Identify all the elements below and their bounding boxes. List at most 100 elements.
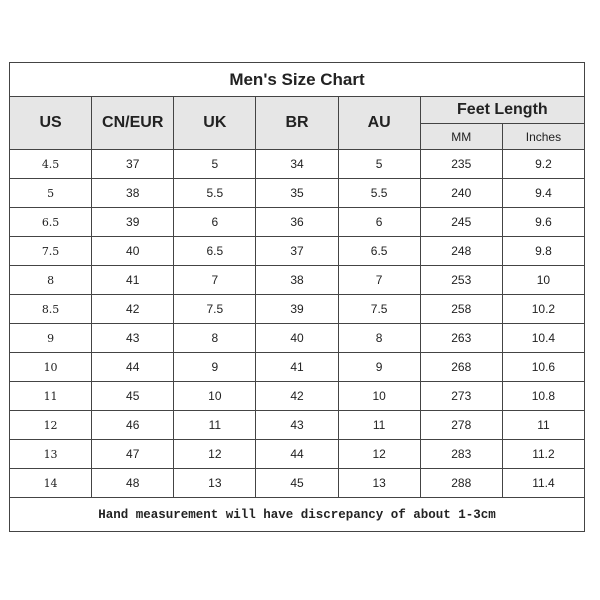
table-row: 14 48 13 45 13 288 11.4 — [8, 468, 586, 498]
cell-mm: 283 — [419, 439, 503, 469]
cell-au: 11 — [337, 410, 421, 440]
table-row: 9 43 8 40 8 263 10.4 — [8, 323, 586, 353]
cell-au: 8 — [337, 323, 421, 353]
header-mm: MM — [419, 123, 503, 150]
cell-cn-eur: 47 — [91, 439, 175, 469]
cell-au: 5 — [337, 149, 421, 179]
cell-us: 4.5 — [8, 149, 93, 179]
cell-us: 8 — [8, 265, 93, 295]
cell-cn-eur: 44 — [91, 352, 175, 382]
cell-inches: 10.2 — [501, 294, 586, 324]
header-uk: UK — [173, 96, 257, 150]
cell-cn-eur: 45 — [91, 381, 175, 411]
cell-uk: 5.5 — [173, 178, 257, 208]
cell-au: 9 — [337, 352, 421, 382]
header-br: BR — [255, 96, 339, 150]
cell-mm: 273 — [419, 381, 503, 411]
cell-inches: 10.6 — [501, 352, 586, 382]
table-row: 6.5 39 6 36 6 245 9.6 — [8, 207, 586, 237]
cell-us: 14 — [8, 468, 93, 498]
cell-br: 43 — [255, 410, 339, 440]
cell-br: 39 — [255, 294, 339, 324]
cell-us: 7.5 — [8, 236, 93, 266]
cell-cn-eur: 39 — [91, 207, 175, 237]
cell-mm: 278 — [419, 410, 503, 440]
cell-uk: 6.5 — [173, 236, 257, 266]
cell-cn-eur: 40 — [91, 236, 175, 266]
cell-br: 35 — [255, 178, 339, 208]
header-feet-length: Feet Length — [419, 96, 586, 124]
cell-uk: 7.5 — [173, 294, 257, 324]
cell-cn-eur: 42 — [91, 294, 175, 324]
cell-us: 8.5 — [8, 294, 93, 324]
header-au: AU — [337, 96, 421, 150]
cell-au: 7 — [337, 265, 421, 295]
cell-inches: 10 — [501, 265, 586, 295]
cell-mm: 263 — [419, 323, 503, 353]
cell-au: 12 — [337, 439, 421, 469]
table-row: 11 45 10 42 10 273 10.8 — [8, 381, 586, 411]
cell-us: 6.5 — [8, 207, 93, 237]
cell-cn-eur: 37 — [91, 149, 175, 179]
cell-au: 5.5 — [337, 178, 421, 208]
cell-us: 5 — [8, 178, 93, 208]
cell-br: 34 — [255, 149, 339, 179]
cell-uk: 7 — [173, 265, 257, 295]
cell-br: 45 — [255, 468, 339, 498]
cell-inches: 11 — [501, 410, 586, 440]
cell-mm: 240 — [419, 178, 503, 208]
cell-br: 40 — [255, 323, 339, 353]
cell-uk: 8 — [173, 323, 257, 353]
cell-us: 10 — [8, 352, 93, 382]
cell-inches: 10.8 — [501, 381, 586, 411]
cell-uk: 10 — [173, 381, 257, 411]
header-inches: Inches — [501, 123, 586, 150]
cell-us: 12 — [8, 410, 93, 440]
cell-br: 42 — [255, 381, 339, 411]
cell-uk: 9 — [173, 352, 257, 382]
cell-br: 44 — [255, 439, 339, 469]
table-row: 8 41 7 38 7 253 10 — [8, 265, 586, 295]
table-row: 13 47 12 44 12 283 11.2 — [8, 439, 586, 469]
cell-uk: 5 — [173, 149, 257, 179]
cell-us: 9 — [8, 323, 93, 353]
cell-cn-eur: 48 — [91, 468, 175, 498]
size-chart-table: Men's Size Chart US CN/EUR UK BR AU Feet… — [8, 62, 586, 532]
table-row: 5 38 5.5 35 5.5 240 9.4 — [8, 178, 586, 208]
table-row: 4.5 37 5 34 5 235 9.2 — [8, 149, 586, 179]
cell-uk: 12 — [173, 439, 257, 469]
cell-inches: 10.4 — [501, 323, 586, 353]
cell-uk: 11 — [173, 410, 257, 440]
cell-uk: 13 — [173, 468, 257, 498]
cell-inches: 9.4 — [501, 178, 586, 208]
cell-uk: 6 — [173, 207, 257, 237]
cell-br: 38 — [255, 265, 339, 295]
cell-mm: 245 — [419, 207, 503, 237]
cell-cn-eur: 41 — [91, 265, 175, 295]
cell-br: 41 — [255, 352, 339, 382]
cell-inches: 9.8 — [501, 236, 586, 266]
cell-inches: 11.4 — [501, 468, 586, 498]
table-row: 8.5 42 7.5 39 7.5 258 10.2 — [8, 294, 586, 324]
cell-us: 11 — [8, 381, 93, 411]
cell-inches: 9.6 — [501, 207, 586, 237]
table-row: 12 46 11 43 11 278 11 — [8, 410, 586, 440]
cell-br: 36 — [255, 207, 339, 237]
cell-mm: 268 — [419, 352, 503, 382]
header-cn-eur: CN/EUR — [91, 96, 175, 150]
table-row: 7.5 40 6.5 37 6.5 248 9.8 — [8, 236, 586, 266]
cell-mm: 248 — [419, 236, 503, 266]
cell-au: 10 — [337, 381, 421, 411]
header-us: US — [8, 96, 93, 150]
cell-mm: 235 — [419, 149, 503, 179]
cell-au: 6 — [337, 207, 421, 237]
cell-inches: 11.2 — [501, 439, 586, 469]
cell-cn-eur: 43 — [91, 323, 175, 353]
cell-cn-eur: 38 — [91, 178, 175, 208]
chart-title: Men's Size Chart — [9, 62, 585, 97]
footer-note: Hand measurement will have discrepancy o… — [9, 497, 585, 532]
cell-au: 7.5 — [337, 294, 421, 324]
cell-mm: 258 — [419, 294, 503, 324]
cell-mm: 253 — [419, 265, 503, 295]
cell-cn-eur: 46 — [91, 410, 175, 440]
